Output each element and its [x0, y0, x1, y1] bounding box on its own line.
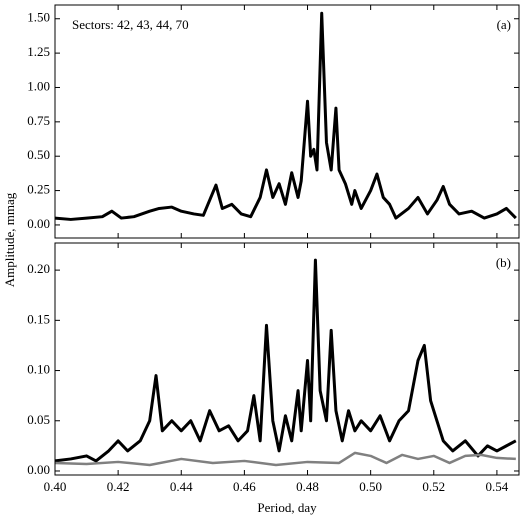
x-tick-label: 0.44 [170, 479, 193, 494]
y-tick-label: 1.50 [27, 10, 50, 25]
plot-frame [54, 242, 520, 476]
y-axis-label: Amplitude, mmag [2, 192, 17, 287]
y-tick-label: 0.10 [27, 362, 50, 377]
panel-label: (b) [496, 255, 511, 270]
plot-frame [54, 4, 520, 239]
y-tick-label: 0.00 [27, 462, 50, 477]
x-tick-label: 0.50 [359, 479, 382, 494]
y-tick-label: 0.50 [27, 147, 50, 162]
y-tick-label: 1.00 [27, 78, 50, 93]
y-tick-label: 0.15 [27, 311, 50, 326]
panel-title: Sectors: 42, 43, 44, 70 [72, 17, 189, 32]
x-tick-label: 0.42 [107, 479, 130, 494]
data-line [55, 11, 517, 221]
y-tick-label: 0.75 [27, 113, 50, 128]
data-line [55, 258, 517, 463]
x-tick-label: 0.48 [296, 479, 319, 494]
x-tick-label: 0.54 [486, 479, 509, 494]
x-tick-label: 0.40 [44, 479, 67, 494]
y-tick-label: 0.00 [27, 216, 50, 231]
y-tick-label: 0.20 [27, 261, 50, 276]
y-tick-label: 1.25 [27, 44, 50, 59]
y-tick-label: 0.05 [27, 412, 50, 427]
x-tick-label: 0.52 [422, 479, 445, 494]
x-tick-label: 0.46 [233, 479, 256, 494]
panel-label: (a) [497, 17, 511, 32]
x-axis-label: Period, day [257, 500, 317, 515]
y-tick-label: 0.25 [27, 182, 50, 197]
data-line [55, 451, 516, 467]
